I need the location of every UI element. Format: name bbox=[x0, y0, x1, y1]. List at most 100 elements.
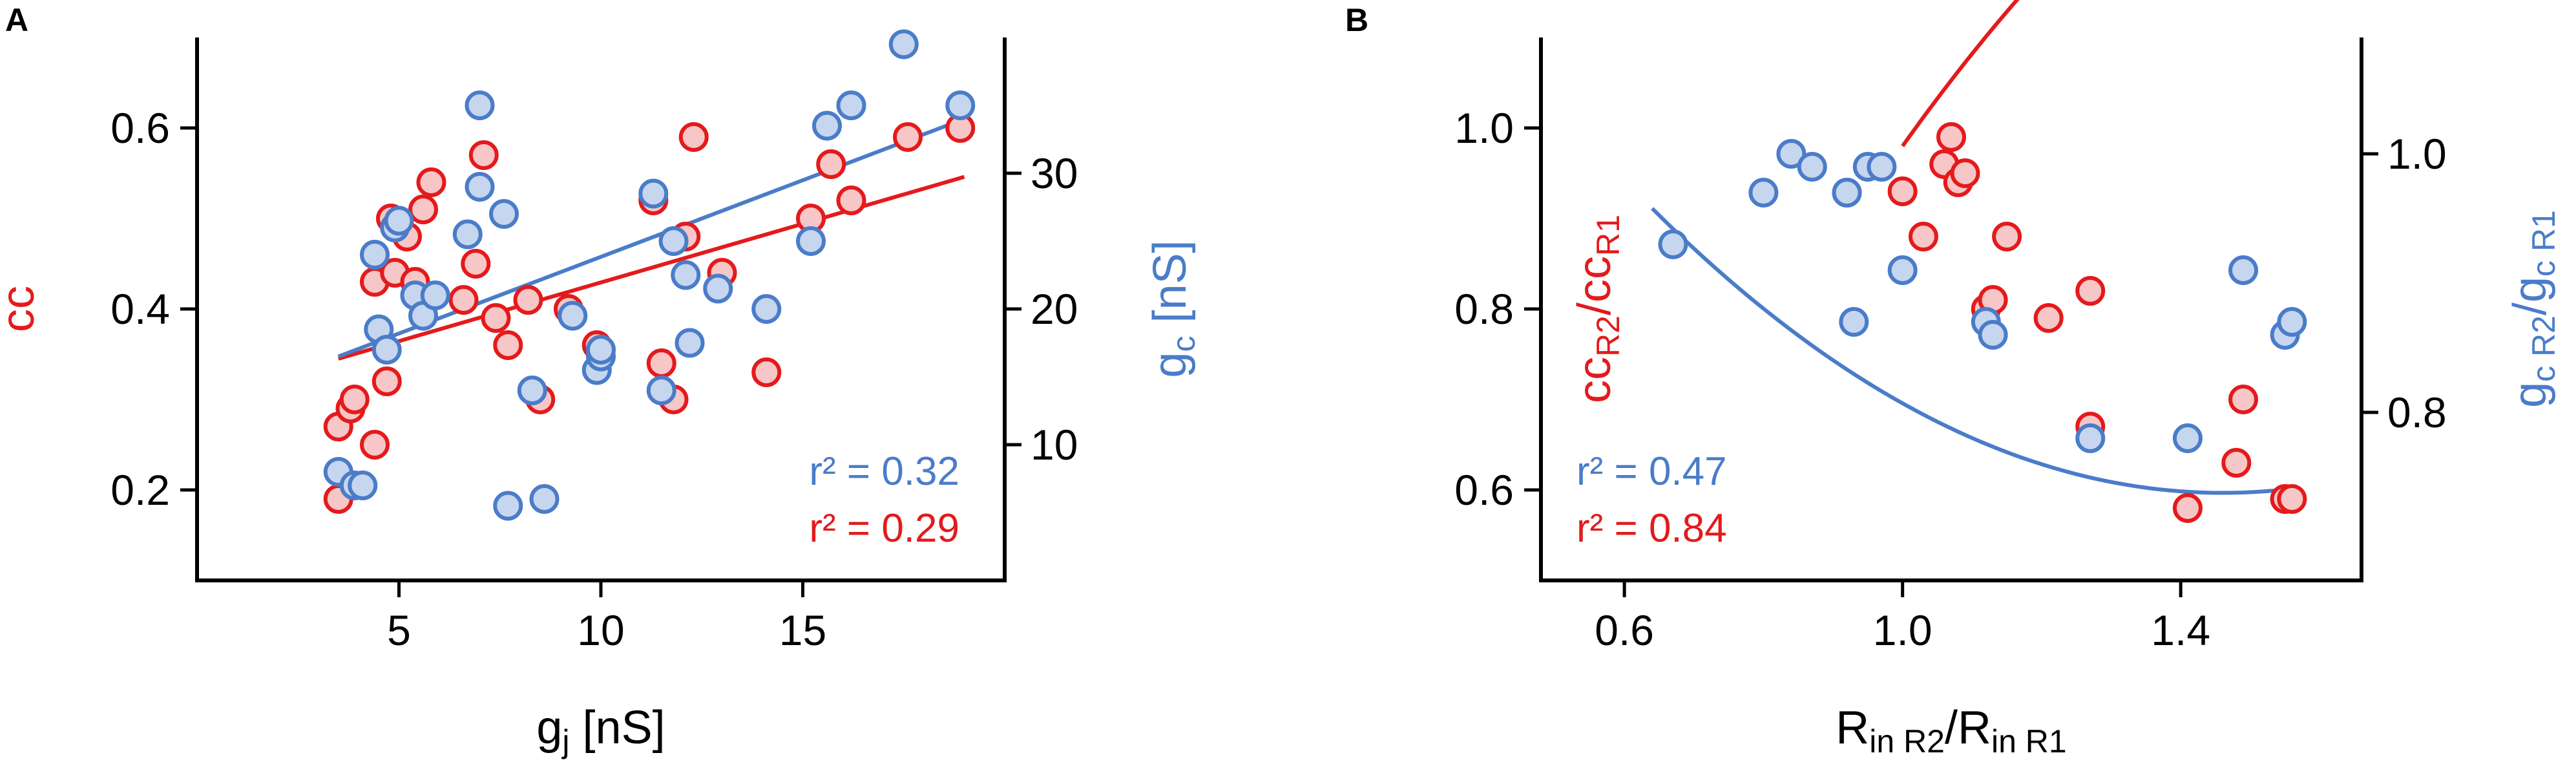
red-data-point bbox=[468, 140, 499, 170]
blue-fit-line bbox=[337, 117, 965, 359]
label-part: cc bbox=[0, 286, 44, 332]
y-right-tick-label: 1.0 bbox=[2387, 130, 2447, 178]
blue-data-point bbox=[493, 491, 523, 521]
y-right-axis-title: gc R2/gc R1 bbox=[2504, 210, 2562, 408]
red-data-point bbox=[2033, 303, 2064, 333]
label-part: g bbox=[1144, 352, 1196, 378]
label-subscript: c bbox=[1166, 336, 1202, 352]
y-right-tick-label: 10 bbox=[1031, 421, 1078, 469]
y-right-axis-title: gc [nS] bbox=[1144, 240, 1202, 377]
blue-data-point bbox=[384, 206, 414, 236]
red-data-point bbox=[1992, 222, 2022, 251]
blue-data-point bbox=[420, 281, 450, 310]
label-part: cc bbox=[1569, 357, 1620, 403]
blue-data-point bbox=[638, 178, 669, 209]
red-data-point bbox=[408, 195, 438, 224]
blue-data-point bbox=[1978, 320, 2008, 350]
red-data-point bbox=[1950, 158, 1980, 188]
red-data-point bbox=[493, 330, 523, 360]
red-data-point bbox=[513, 285, 543, 315]
blue-data-point bbox=[812, 111, 842, 141]
label-part: /g bbox=[2504, 277, 2556, 315]
label-subscript: in R1 bbox=[1991, 723, 2067, 759]
r-squared-label: r² = 0.84 bbox=[1576, 506, 1727, 551]
x-tick-label: 15 bbox=[779, 606, 826, 654]
blue-data-point bbox=[703, 273, 733, 304]
r-squared-label: r² = 0.29 bbox=[809, 506, 959, 551]
label-subscript: j bbox=[561, 723, 569, 759]
blue-data-point bbox=[1887, 255, 1918, 285]
label-subscript: c R1 bbox=[2526, 210, 2562, 277]
blue-data-point bbox=[586, 335, 616, 365]
label-part: g bbox=[536, 702, 562, 754]
blue-data-point bbox=[517, 376, 547, 405]
y-left-axis-title: ccR2/ccR1 bbox=[1569, 215, 1626, 403]
y-left-tick-label: 0.6 bbox=[110, 104, 170, 152]
blue-data-point bbox=[465, 90, 495, 120]
red-data-point bbox=[372, 366, 402, 396]
y-left-tick-label: 0.6 bbox=[1454, 466, 1514, 514]
red-data-point bbox=[339, 385, 370, 414]
y-left-axis-title: cc bbox=[0, 286, 44, 332]
red-data-point bbox=[646, 348, 676, 378]
blue-data-point bbox=[372, 335, 402, 365]
blue-data-point bbox=[1832, 178, 1862, 207]
blue-data-point bbox=[529, 484, 560, 514]
panel-letter: B bbox=[1345, 2, 1368, 38]
red-data-point bbox=[2172, 493, 2203, 523]
label-subscript: c R2 bbox=[2526, 315, 2562, 382]
r-squared-label: r² = 0.47 bbox=[1576, 449, 1727, 494]
x-tick-label: 0.6 bbox=[1595, 606, 1654, 654]
x-tick-label: 5 bbox=[387, 606, 411, 654]
blue-fit-line bbox=[1651, 207, 2285, 495]
blue-data-point bbox=[2228, 255, 2259, 285]
red-data-point bbox=[481, 303, 511, 333]
blue-data-point bbox=[1797, 152, 1827, 182]
x-axis-title: Rin R2/Rin R1 bbox=[1836, 702, 2066, 759]
blue-data-point bbox=[360, 240, 390, 270]
red-data-point bbox=[836, 186, 866, 215]
blue-data-point bbox=[1776, 139, 1806, 169]
blue-data-point bbox=[2075, 423, 2106, 453]
label-part: [nS] bbox=[1144, 240, 1196, 335]
blue-data-point bbox=[1748, 178, 1779, 207]
label-subscript: R1 bbox=[1590, 215, 1626, 256]
blue-data-point bbox=[1658, 229, 1688, 259]
red-data-point bbox=[461, 249, 491, 279]
blue-data-point bbox=[836, 90, 866, 120]
blue-data-point bbox=[2277, 307, 2307, 337]
y-right-tick-label: 20 bbox=[1031, 285, 1078, 333]
red-data-point bbox=[751, 357, 782, 387]
blue-data-point bbox=[1839, 307, 1869, 337]
red-data-point bbox=[2075, 276, 2106, 306]
blue-data-point bbox=[558, 301, 588, 331]
x-axis-title: gj [nS] bbox=[536, 702, 665, 759]
y-right-tick-label: 30 bbox=[1031, 149, 1078, 197]
blue-data-point bbox=[751, 294, 782, 324]
label-part: /cc bbox=[1569, 256, 1620, 315]
blue-data-point bbox=[465, 172, 495, 202]
red-data-point bbox=[1887, 176, 1918, 206]
red-data-point bbox=[1908, 222, 1938, 251]
y-left-tick-label: 1.0 bbox=[1454, 104, 1514, 152]
label-part: [nS] bbox=[570, 702, 665, 754]
label-part: g bbox=[2504, 382, 2556, 408]
label-subscript: R2 bbox=[1590, 315, 1626, 357]
red-data-point bbox=[2221, 448, 2252, 478]
red-fit-line bbox=[1901, 0, 2020, 147]
blue-data-point bbox=[675, 328, 705, 358]
x-tick-label: 10 bbox=[577, 606, 624, 654]
label-part: /R bbox=[1945, 702, 1991, 754]
label-subscript: in R2 bbox=[1869, 723, 1945, 759]
blue-data-point bbox=[1867, 152, 1897, 182]
x-tick-label: 1.4 bbox=[2151, 606, 2210, 654]
blue-data-point bbox=[671, 260, 701, 290]
y-left-tick-label: 0.2 bbox=[110, 466, 170, 514]
blue-data-point bbox=[646, 376, 676, 405]
y-right-tick-label: 0.8 bbox=[2387, 388, 2447, 436]
blue-data-point bbox=[489, 199, 519, 229]
red-data-point bbox=[2277, 484, 2307, 514]
red-data-point bbox=[360, 430, 390, 460]
